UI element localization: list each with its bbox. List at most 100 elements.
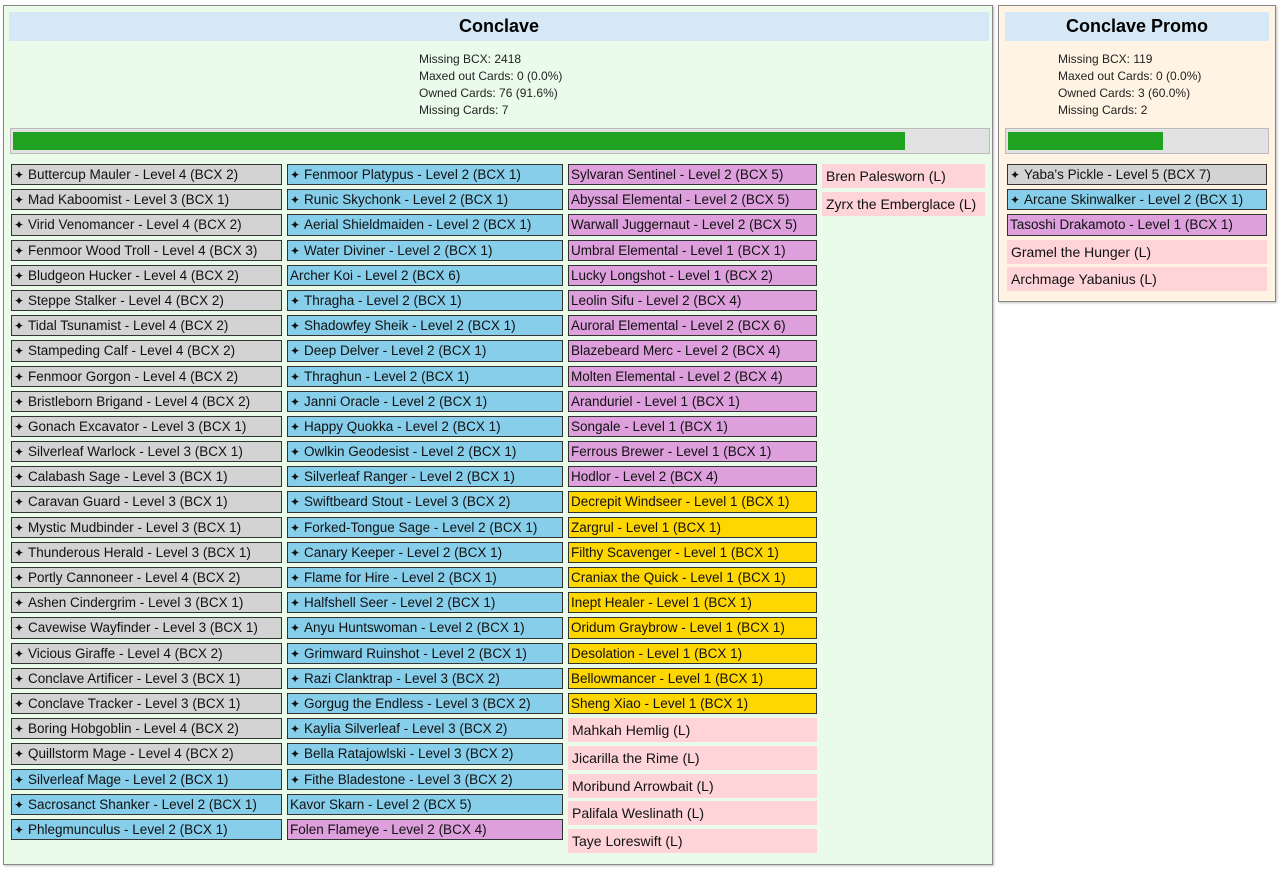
card-label: Janni Oracle - Level 2 (BCX 1)	[304, 393, 488, 409]
card-item[interactable]: ✦ Conclave Artificer - Level 3 (BCX 1)	[11, 667, 282, 689]
card-item[interactable]: Decrepit Windseer - Level 1 (BCX 1)	[568, 491, 817, 513]
card-item[interactable]: ✦ Vicious Giraffe - Level 4 (BCX 2)	[11, 642, 282, 664]
card-item[interactable]: ✦ Happy Quokka - Level 2 (BCX 1)	[287, 415, 563, 438]
card-item[interactable]: ✦ Shadowfey Sheik - Level 2 (BCX 1)	[287, 315, 563, 337]
card-item[interactable]: Auroral Elemental - Level 2 (BCX 6)	[568, 315, 817, 337]
card-label: Craniax the Quick - Level 1 (BCX 1)	[571, 570, 786, 585]
card-item[interactable]: ✦ Runic Skychonk - Level 2 (BCX 1)	[287, 189, 563, 211]
card-label: Sylvaran Sentinel - Level 2 (BCX 5)	[571, 167, 784, 182]
card-item[interactable]: ✦ Fenmoor Platypus - Level 2 (BCX 1)	[287, 164, 563, 186]
card-item[interactable]: Filthy Scavenger - Level 1 (BCX 1)	[568, 541, 817, 563]
card-item[interactable]: Folen Flameye - Level 2 (BCX 4)	[287, 818, 563, 841]
card-item[interactable]: Sheng Xiao - Level 1 (BCX 1)	[568, 692, 817, 715]
missing-card-item[interactable]: Mahkah Hemlig (L)	[568, 718, 817, 743]
card-item[interactable]: Lucky Longshot - Level 1 (BCX 2)	[568, 264, 817, 286]
card-item[interactable]: ✦ Stampeding Calf - Level 4 (BCX 2)	[11, 340, 282, 362]
card-item[interactable]: ✦ Silverleaf Ranger - Level 2 (BCX 1)	[287, 466, 563, 488]
card-item[interactable]: ✦ Sacrosanct Shanker - Level 2 (BCX 1)	[11, 793, 282, 815]
card-item[interactable]: ✦ Calabash Sage - Level 3 (BCX 1)	[11, 466, 282, 488]
card-item[interactable]: ✦ Bella Ratajowlski - Level 3 (BCX 2)	[287, 743, 563, 765]
sparkle-icon: ✦	[14, 671, 25, 686]
card-item[interactable]: ✦ Silverleaf Warlock - Level 3 (BCX 1)	[11, 441, 282, 463]
card-item[interactable]: Bellowmancer - Level 1 (BCX 1)	[568, 667, 817, 689]
card-item[interactable]: ✦ Razi Clanktrap - Level 3 (BCX 2)	[287, 667, 563, 689]
card-item[interactable]: ✦ Kaylia Silverleaf - Level 3 (BCX 2)	[287, 718, 563, 740]
card-item[interactable]: Zargrul - Level 1 (BCX 1)	[568, 516, 817, 538]
card-item[interactable]: ✦ Phlegmunculus - Level 2 (BCX 1)	[11, 818, 282, 841]
card-item[interactable]: ✦ Janni Oracle - Level 2 (BCX 1)	[287, 390, 563, 412]
card-item[interactable]: ✦ Quillstorm Mage - Level 4 (BCX 2)	[11, 743, 282, 765]
card-item[interactable]: Leolin Sifu - Level 2 (BCX 4)	[568, 289, 817, 312]
missing-card-item[interactable]: Jicarilla the Rime (L)	[568, 745, 817, 770]
sparkle-icon: ✦	[14, 419, 25, 434]
card-item[interactable]: ✦ Portly Cannoneer - Level 4 (BCX 2)	[11, 567, 282, 589]
card-item[interactable]: ✦ Halfshell Seer - Level 2 (BCX 1)	[287, 592, 563, 614]
card-item[interactable]: ✦ Fenmoor Wood Troll - Level 4 (BCX 3)	[11, 239, 282, 261]
missing-card-item[interactable]: Taye Loreswift (L)	[568, 828, 817, 853]
card-item[interactable]: Songale - Level 1 (BCX 1)	[568, 415, 817, 438]
missing-card-item[interactable]: Moribund Arrowbait (L)	[568, 773, 817, 798]
missing-card-item[interactable]: Archmage Yabanius (L)	[1007, 267, 1267, 292]
card-item[interactable]: Craniax the Quick - Level 1 (BCX 1)	[568, 567, 817, 589]
card-item[interactable]: Desolation - Level 1 (BCX 1)	[568, 642, 817, 664]
card-item[interactable]: Hodlor - Level 2 (BCX 4)	[568, 466, 817, 488]
card-item[interactable]: ✦ Bristleborn Brigand - Level 4 (BCX 2)	[11, 390, 282, 412]
card-item[interactable]: ✦ Thragha - Level 2 (BCX 1)	[287, 289, 563, 312]
card-item[interactable]: Tasoshi Drakamoto - Level 1 (BCX 1)	[1007, 214, 1267, 236]
card-item[interactable]: Inept Healer - Level 1 (BCX 1)	[568, 592, 817, 614]
card-item[interactable]: ✦ Water Diviner - Level 2 (BCX 1)	[287, 239, 563, 261]
card-item[interactable]: ✦ Flame for Hire - Level 2 (BCX 1)	[287, 567, 563, 589]
card-item[interactable]: ✦ Conclave Tracker - Level 3 (BCX 1)	[11, 692, 282, 715]
card-item[interactable]: ✦ Gonach Excavator - Level 3 (BCX 1)	[11, 415, 282, 438]
card-item[interactable]: ✦ Mad Kaboomist - Level 3 (BCX 1)	[11, 189, 282, 211]
card-item[interactable]: ✦ Boring Hobgoblin - Level 4 (BCX 2)	[11, 718, 282, 740]
card-item[interactable]: Ferrous Brewer - Level 1 (BCX 1)	[568, 441, 817, 463]
missing-card-item[interactable]: Bren Palesworn (L)	[822, 164, 985, 188]
card-item[interactable]: ✦ Arcane Skinwalker - Level 2 (BCX 1)	[1007, 189, 1267, 211]
card-item[interactable]: ✦ Anyu Huntswoman - Level 2 (BCX 1)	[287, 617, 563, 639]
missing-card-item[interactable]: Zyrx the Emberglace (L)	[822, 191, 985, 216]
card-item[interactable]: Warwall Juggernaut - Level 2 (BCX 5)	[568, 214, 817, 236]
card-item[interactable]: ✦ Cavewise Wayfinder - Level 3 (BCX 1)	[11, 617, 282, 639]
card-item[interactable]: ✦ Grimward Ruinshot - Level 2 (BCX 1)	[287, 642, 563, 664]
card-item[interactable]: ✦ Fithe Bladestone - Level 3 (BCX 2)	[287, 768, 563, 790]
card-label: Fenmoor Wood Troll - Level 4 (BCX 3)	[28, 242, 258, 258]
card-item[interactable]: ✦ Gorgug the Endless - Level 3 (BCX 2)	[287, 692, 563, 715]
card-item[interactable]: Umbral Elemental - Level 1 (BCX 1)	[568, 239, 817, 261]
card-item[interactable]: ✦ Thunderous Herald - Level 3 (BCX 1)	[11, 541, 282, 563]
sparkle-icon: ✦	[14, 621, 25, 636]
card-item[interactable]: ✦ Forked-Tongue Sage - Level 2 (BCX 1)	[287, 516, 563, 538]
card-item[interactable]: ✦ Aerial Shieldmaiden - Level 2 (BCX 1)	[287, 214, 563, 236]
missing-card-item[interactable]: Palifala Weslinath (L)	[568, 801, 817, 826]
card-item[interactable]: ✦ Tidal Tsunamist - Level 4 (BCX 2)	[11, 315, 282, 337]
card-item[interactable]: ✦ Bludgeon Hucker - Level 4 (BCX 2)	[11, 264, 282, 286]
card-item[interactable]: Aranduriel - Level 1 (BCX 1)	[568, 390, 817, 412]
card-item[interactable]: Oridum Graybrow - Level 1 (BCX 1)	[568, 617, 817, 639]
card-item[interactable]: ✦ Mystic Mudbinder - Level 3 (BCX 1)	[11, 516, 282, 538]
card-item[interactable]: Archer Koi - Level 2 (BCX 6)	[287, 264, 563, 286]
card-item[interactable]: Abyssal Elemental - Level 2 (BCX 5)	[568, 189, 817, 211]
card-item[interactable]: ✦ Thraghun - Level 2 (BCX 1)	[287, 365, 563, 387]
card-item[interactable]: ✦ Silverleaf Mage - Level 2 (BCX 1)	[11, 768, 282, 790]
card-item[interactable]: ✦ Owlkin Geodesist - Level 2 (BCX 1)	[287, 441, 563, 463]
card-item[interactable]: ✦ Buttercup Mauler - Level 4 (BCX 2)	[11, 164, 282, 186]
missing-card-item[interactable]: Gramel the Hunger (L)	[1007, 239, 1267, 264]
card-item[interactable]: Blazebeard Merc - Level 2 (BCX 4)	[568, 340, 817, 362]
card-item[interactable]: ✦ Fenmoor Gorgon - Level 4 (BCX 2)	[11, 365, 282, 387]
card-item[interactable]: ✦ Virid Venomancer - Level 4 (BCX 2)	[11, 214, 282, 236]
card-item[interactable]: ✦ Deep Delver - Level 2 (BCX 1)	[287, 340, 563, 362]
card-item[interactable]: Kavor Skarn - Level 2 (BCX 5)	[287, 793, 563, 815]
card-item[interactable]: Molten Elemental - Level 2 (BCX 4)	[568, 365, 817, 387]
progress-bar	[1005, 128, 1269, 154]
card-item[interactable]: ✦ Canary Keeper - Level 2 (BCX 1)	[287, 541, 563, 563]
card-item[interactable]: ✦ Caravan Guard - Level 3 (BCX 1)	[11, 491, 282, 513]
card-label: Decrepit Windseer - Level 1 (BCX 1)	[571, 494, 790, 510]
card-item[interactable]: ✦ Yaba's Pickle - Level 5 (BCX 7)	[1007, 164, 1267, 186]
card-item[interactable]: ✦ Steppe Stalker - Level 4 (BCX 2)	[11, 289, 282, 312]
sparkle-icon: ✦	[14, 797, 25, 812]
progress-fill	[13, 132, 906, 150]
card-item[interactable]: Sylvaran Sentinel - Level 2 (BCX 5)	[568, 164, 817, 186]
card-item[interactable]: ✦ Swiftbeard Stout - Level 3 (BCX 2)	[287, 491, 563, 513]
sparkle-icon: ✦	[290, 495, 301, 510]
card-item[interactable]: ✦ Ashen Cindergrim - Level 3 (BCX 1)	[11, 592, 282, 614]
